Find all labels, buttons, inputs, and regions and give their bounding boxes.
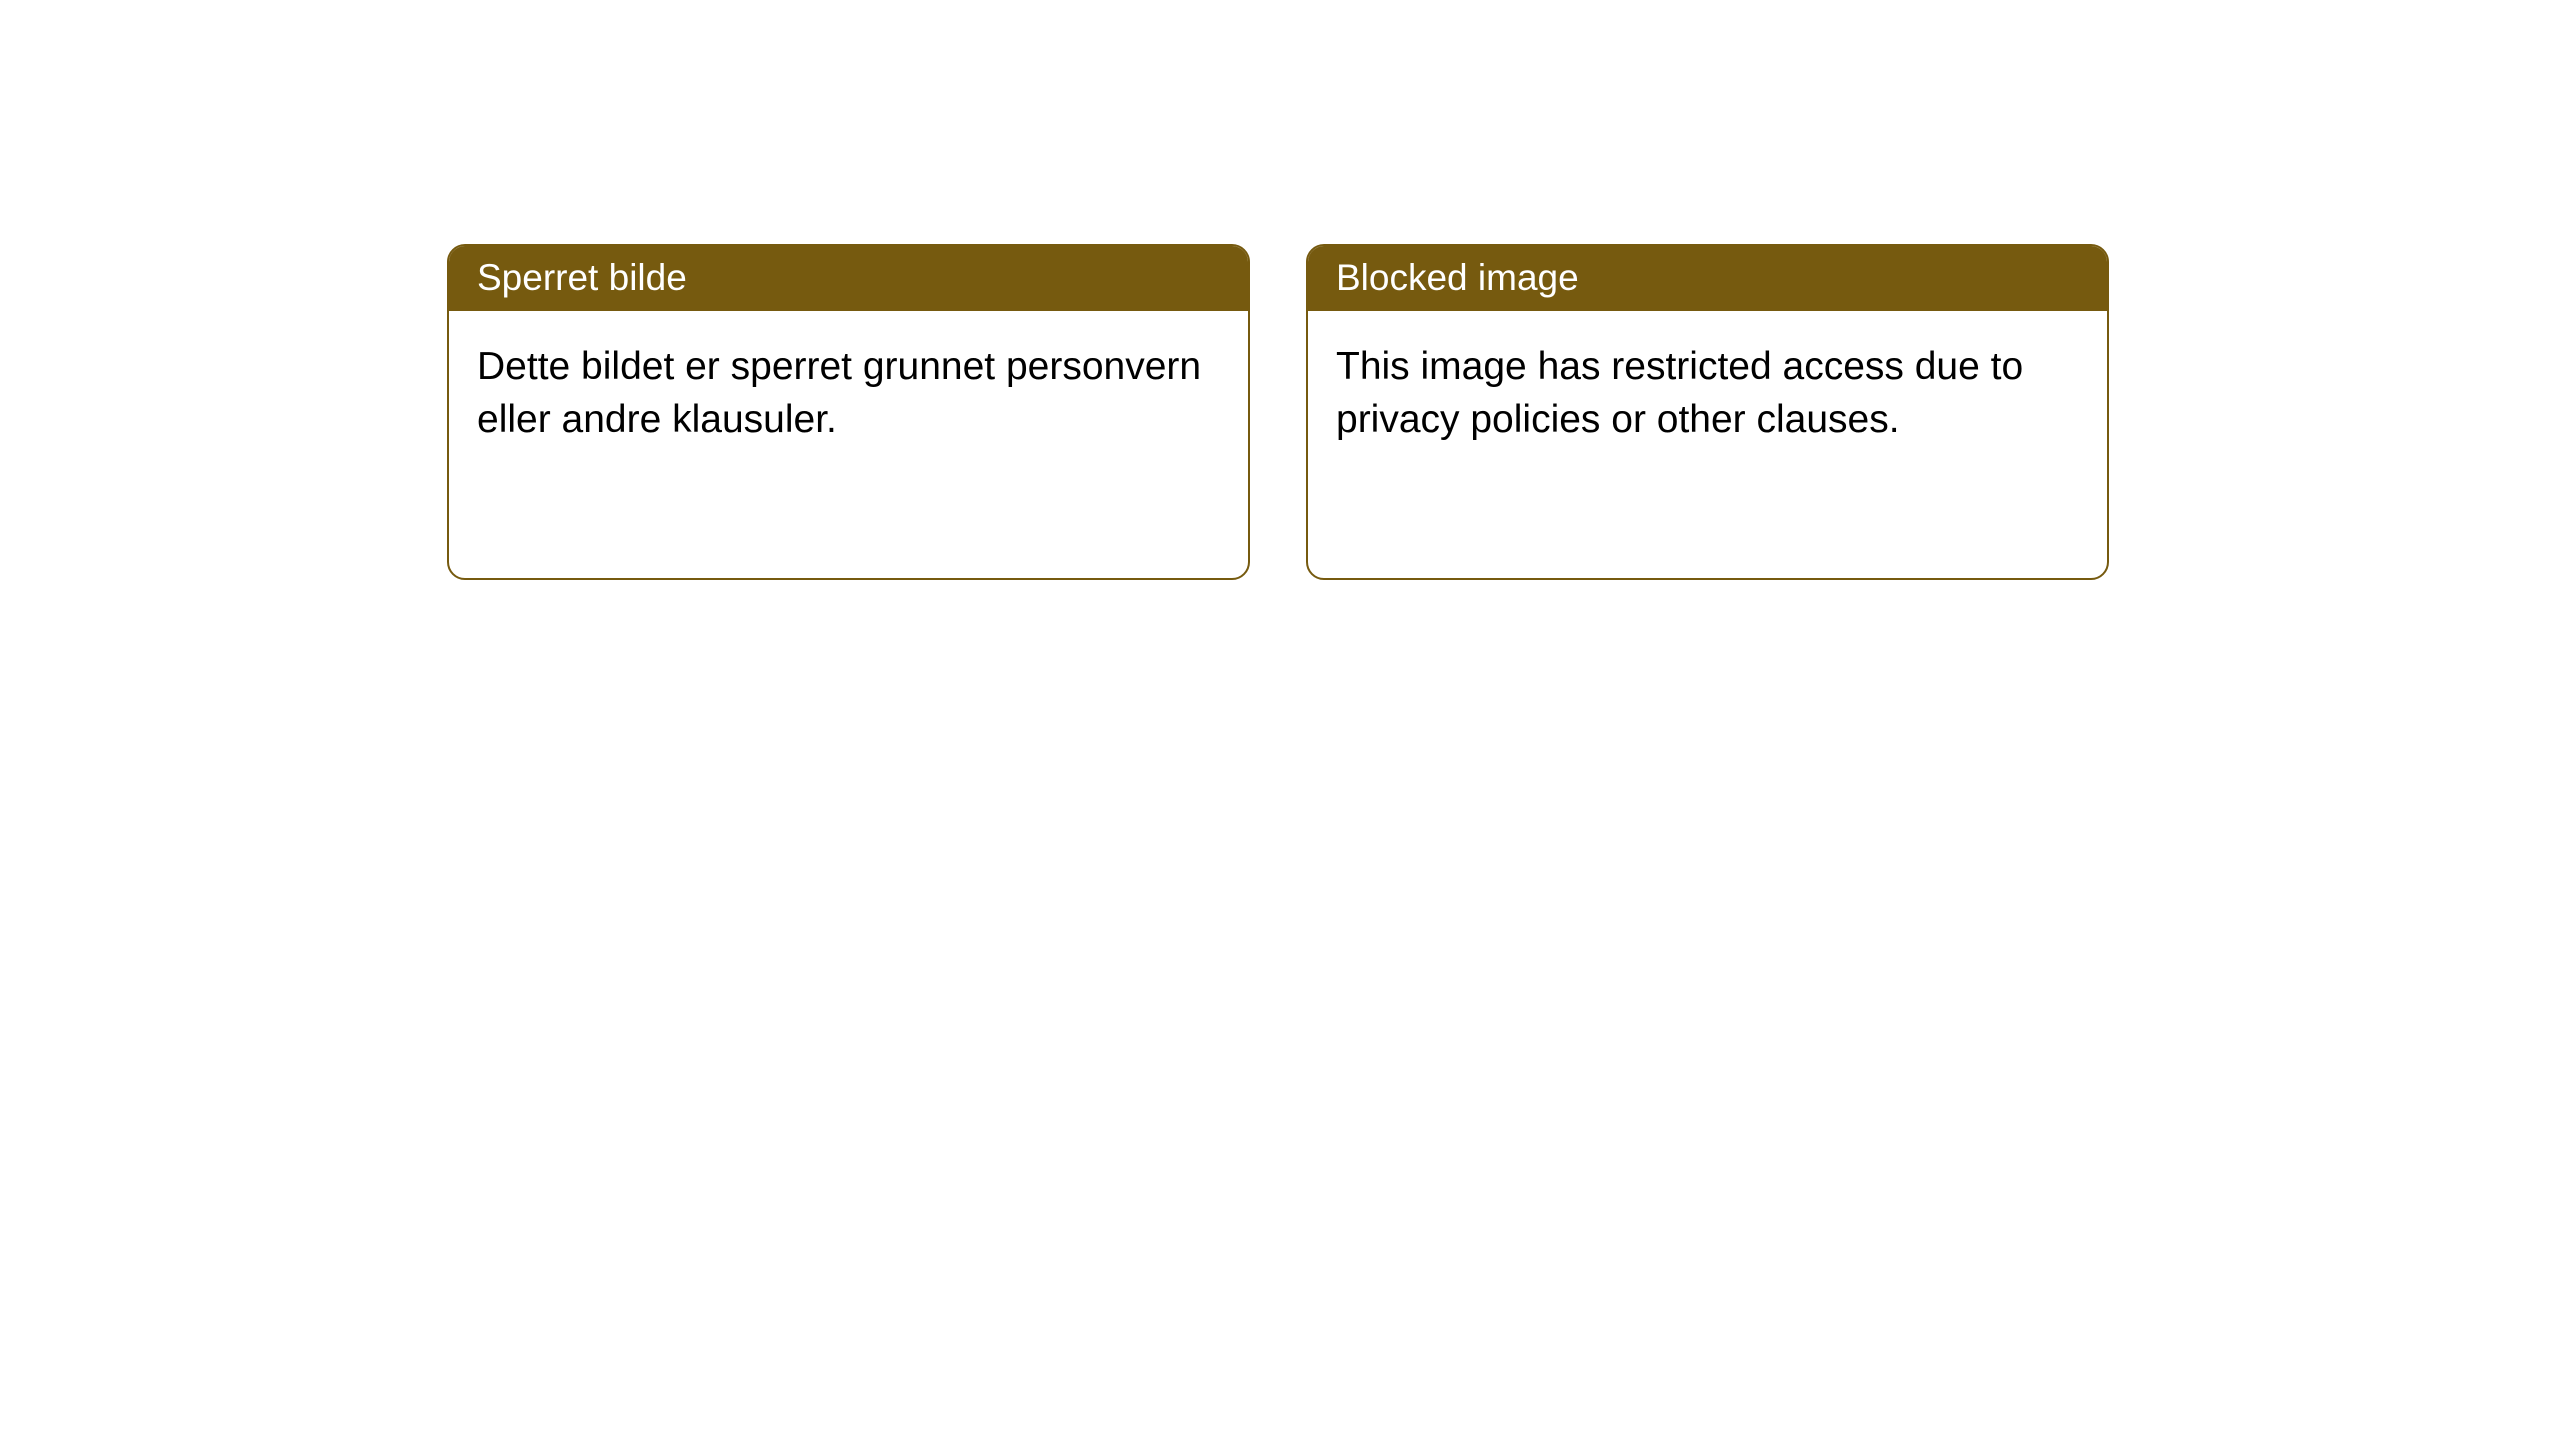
notice-container: Sperret bilde Dette bildet er sperret gr…	[447, 244, 2109, 580]
notice-card-title: Blocked image	[1336, 257, 1579, 298]
notice-card-header: Blocked image	[1308, 246, 2107, 311]
notice-card-body: Dette bildet er sperret grunnet personve…	[449, 311, 1248, 476]
notice-card-body: This image has restricted access due to …	[1308, 311, 2107, 476]
notice-card-english: Blocked image This image has restricted …	[1306, 244, 2109, 580]
notice-card-norwegian: Sperret bilde Dette bildet er sperret gr…	[447, 244, 1250, 580]
notice-card-title: Sperret bilde	[477, 257, 687, 298]
notice-card-message: This image has restricted access due to …	[1336, 345, 2023, 441]
notice-card-header: Sperret bilde	[449, 246, 1248, 311]
notice-card-message: Dette bildet er sperret grunnet personve…	[477, 345, 1201, 441]
